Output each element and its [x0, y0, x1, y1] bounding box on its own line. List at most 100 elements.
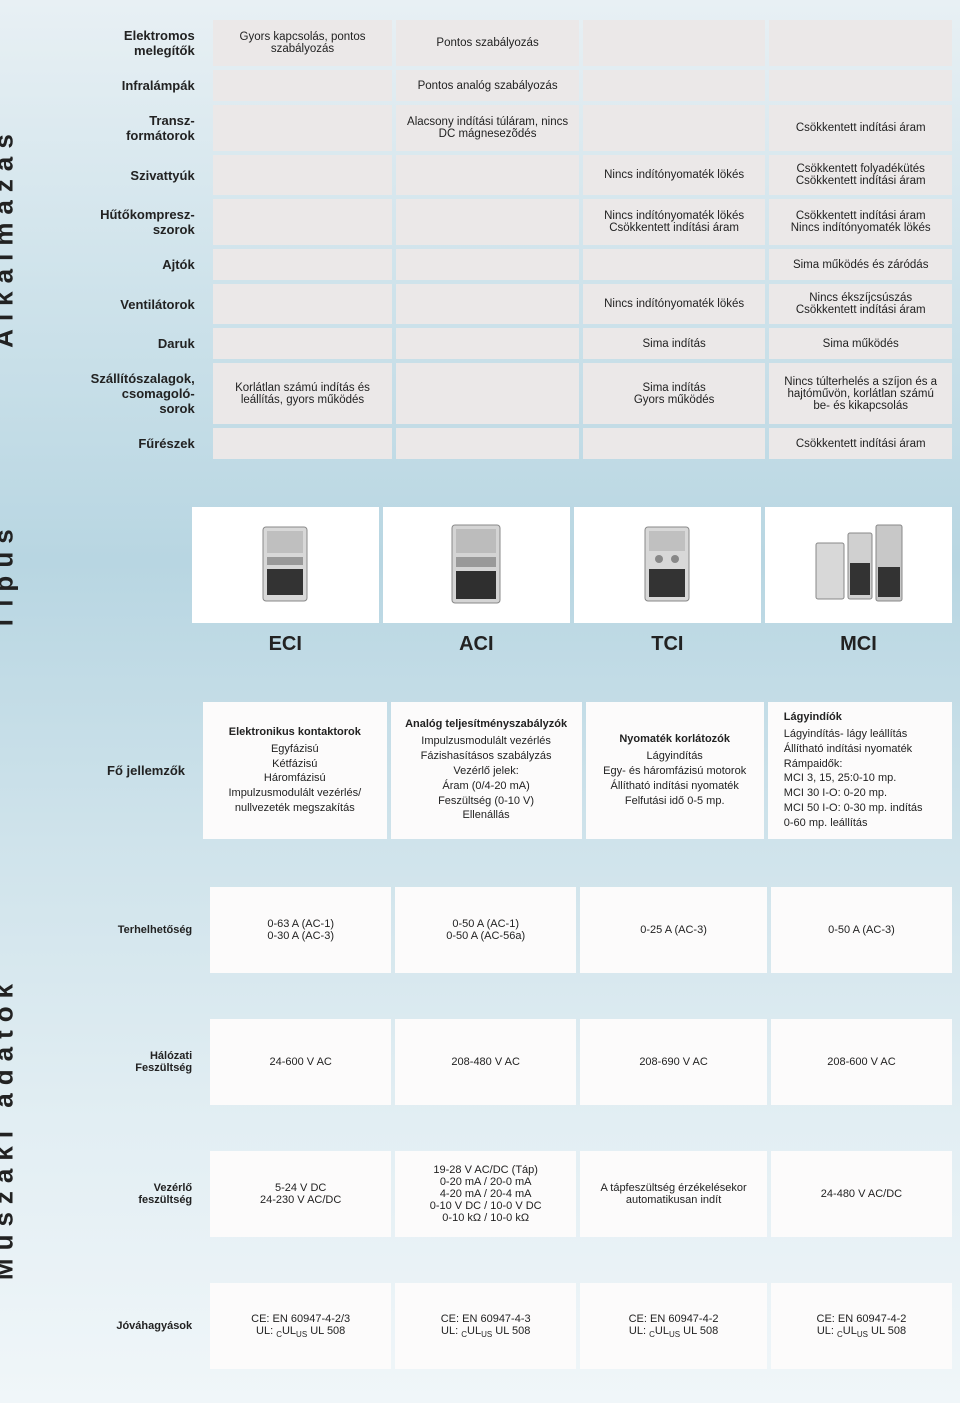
muszaki-spacer: [52, 1109, 952, 1147]
tipus-name-3: MCI: [765, 627, 952, 664]
muszaki-cell: 0-50 A (AC-1)0-50 A (AC-56a): [395, 887, 576, 973]
muszaki-table: Terhelhetőség0-63 A (AC-1)0-30 A (AC-3)0…: [48, 883, 956, 1373]
alk-cell: Alacsony indítási túláram, nincs DC mágn…: [396, 105, 579, 151]
product-image-tci: [574, 507, 761, 623]
alk-empty-cell: [583, 70, 766, 101]
tipus-table: ECI ACI TCI MCI: [48, 503, 956, 668]
muszaki-spacer: [52, 1241, 952, 1279]
alk-cell: Nincs indítónyomaték lökésCsökkentett in…: [583, 199, 766, 245]
alk-row: Fűrészek Csökkentett indítási áram: [52, 428, 952, 459]
alk-empty-cell: [396, 428, 579, 459]
muszaki-row-label: Hálózati Feszültség: [52, 1019, 206, 1105]
alk-empty-cell: [769, 20, 952, 66]
alk-empty-cell: [213, 284, 393, 324]
muszaki-spacer: [52, 977, 952, 1015]
alk-cell: Korlátlan számú indítás és leállítás, gy…: [213, 363, 393, 424]
alk-empty-cell: [583, 105, 766, 151]
alk-row-label: Elektromos melegítők: [52, 20, 209, 66]
fojel-label: Fő jellemzők: [52, 702, 199, 839]
muszaki-row-label: Vezérlő feszültség: [52, 1151, 206, 1237]
product-image-mci: [765, 507, 952, 623]
muszaki-row: Hálózati Feszültség24-600 V AC208-480 V …: [52, 1019, 952, 1105]
alk-empty-cell: [396, 155, 579, 195]
alk-empty-cell: [769, 70, 952, 101]
alk-cell: Sima indítás: [583, 328, 766, 359]
alk-row-label: Transz-formátorok: [52, 105, 209, 151]
alk-empty-cell: [583, 249, 766, 280]
alk-row: Hűtőkompresz-szorok Nincs indítónyomaték…: [52, 199, 952, 245]
alk-empty-cell: [583, 428, 766, 459]
muszaki-row: JóváhagyásokCE: EN 60947-4-2/3UL: CULUS …: [52, 1283, 952, 1369]
alk-empty-cell: [213, 155, 393, 195]
page: Alkalmazás Elektromos melegítőkGyors kap…: [0, 0, 960, 1403]
muszaki-cell: 19-28 V AC/DC (Táp)0-20 mA / 20-0 mA4-20…: [395, 1151, 576, 1237]
tipus-names-row: ECI ACI TCI MCI: [52, 627, 952, 664]
alk-empty-cell: [213, 428, 393, 459]
alk-row-label: Daruk: [52, 328, 209, 359]
fojel-row: Fő jellemzők Elektronikus kontaktorokEgy…: [52, 702, 952, 839]
alk-row: Ventilátorok Nincs indítónyomaték lökésN…: [52, 284, 952, 324]
muszaki-cell: 0-50 A (AC-3): [771, 887, 952, 973]
muszaki-cell: 24-600 V AC: [210, 1019, 391, 1105]
alk-row-label: Infralámpák: [52, 70, 209, 101]
muszaki-cell: 208-690 V AC: [580, 1019, 767, 1105]
alk-row-label: Ventilátorok: [52, 284, 209, 324]
alk-row: Transz-formátorok Alacsony indítási túlá…: [52, 105, 952, 151]
alk-empty-cell: [396, 199, 579, 245]
alk-row: Szivattyúk Nincs indítónyomaték lökésCsö…: [52, 155, 952, 195]
alk-cell: Csökkentett indítási áram: [769, 105, 952, 151]
section-tipus: Típus ECI ACI TC: [0, 473, 960, 678]
muszaki-row-label: Jóváhagyások: [52, 1283, 206, 1369]
alk-empty-cell: [396, 328, 579, 359]
alk-row: Elektromos melegítőkGyors kapcsolás, pon…: [52, 20, 952, 66]
alk-row-label: Ajtók: [52, 249, 209, 280]
tipus-name-2: TCI: [574, 627, 761, 664]
side-label-muszaki: Műszaki adatok: [0, 976, 20, 1280]
side-label-tipus: Típus: [0, 521, 20, 630]
muszaki-cell: A tápfeszültség érzékelésekor automatiku…: [580, 1151, 767, 1237]
alk-empty-cell: [213, 199, 393, 245]
alk-row: Szállítószalagok, csomagoló-sorokKorlátl…: [52, 363, 952, 424]
section-alkalmazas: Alkalmazás Elektromos melegítőkGyors kap…: [0, 0, 960, 473]
alk-empty-cell: [396, 363, 579, 424]
alk-row-label: Fűrészek: [52, 428, 209, 459]
product-image-eci: [192, 507, 379, 623]
fojel-col-3: LágyindíókLágyindítás- lágy leállításÁll…: [768, 702, 952, 839]
alk-row-label: Szivattyúk: [52, 155, 209, 195]
side-label-alkalmazas: Alkalmazás: [0, 126, 20, 348]
alk-cell: Csökkentett indítási áramNincs indítónyo…: [769, 199, 952, 245]
alk-empty-cell: [396, 249, 579, 280]
tipus-name-0: ECI: [192, 627, 379, 664]
muszaki-cell: 0-63 A (AC-1)0-30 A (AC-3): [210, 887, 391, 973]
muszaki-cell: 208-600 V AC: [771, 1019, 952, 1105]
muszaki-cell: CE: EN 60947-4-2UL: CULUS UL 508: [580, 1283, 767, 1369]
section-muszaki: Műszaki adatok Terhelhetőség0-63 A (AC-1…: [0, 853, 960, 1403]
alk-cell: Nincs indítónyomaték lökés: [583, 284, 766, 324]
alk-empty-cell: [213, 105, 393, 151]
muszaki-cell: 0-25 A (AC-3): [580, 887, 767, 973]
alk-row: Ajtók Sima működés és záródás: [52, 249, 952, 280]
alk-cell: Pontos analóg szabályozás: [396, 70, 579, 101]
alk-row-label: Szállítószalagok, csomagoló-sorok: [52, 363, 209, 424]
product-image-aci: [383, 507, 570, 623]
fojel-col-0: Elektronikus kontaktorokEgyfázisúKétfázi…: [203, 702, 387, 839]
muszaki-cell: 208-480 V AC: [395, 1019, 576, 1105]
alk-empty-cell: [396, 284, 579, 324]
fojel-col-2: Nyomaték korlátozókLágyindításEgy- és há…: [586, 702, 764, 839]
alk-cell: Sima működés és záródás: [769, 249, 952, 280]
fojel-table: Fő jellemzők Elektronikus kontaktorokEgy…: [48, 698, 956, 843]
alk-empty-cell: [213, 70, 393, 101]
alk-cell: Nincs ékszíjcsúszásCsökkentett indítási …: [769, 284, 952, 324]
alk-cell: Nincs indítónyomaték lökés: [583, 155, 766, 195]
alk-empty-cell: [213, 328, 393, 359]
muszaki-row: Vezérlő feszültség5-24 V DC24-230 V AC/D…: [52, 1151, 952, 1237]
alk-cell: Nincs túlterhelés a szíjon és a hajtóműv…: [769, 363, 952, 424]
muszaki-row-label: Terhelhetőség: [52, 887, 206, 973]
tipus-images-row: [52, 507, 952, 623]
alk-cell: Sima indításGyors működés: [583, 363, 766, 424]
alk-cell: Gyors kapcsolás, pontos szabályozás: [213, 20, 393, 66]
muszaki-cell: 5-24 V DC24-230 V AC/DC: [210, 1151, 391, 1237]
muszaki-cell: CE: EN 60947-4-3UL: CULUS UL 508: [395, 1283, 576, 1369]
muszaki-cell: 24-480 V AC/DC: [771, 1151, 952, 1237]
tipus-spacer: [52, 507, 188, 623]
